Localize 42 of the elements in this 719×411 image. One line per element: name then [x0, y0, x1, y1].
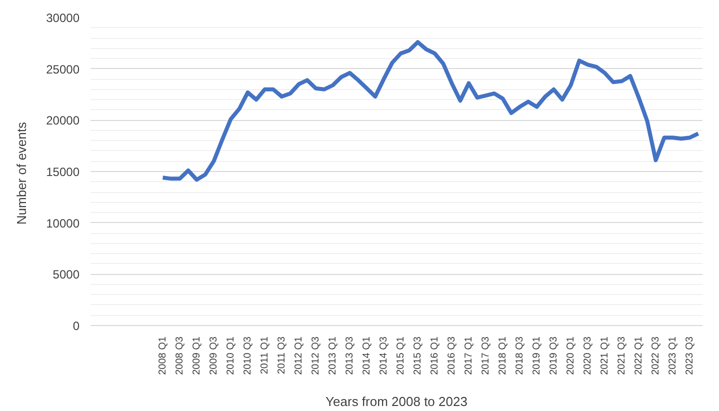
y-tick-label: 15000 — [46, 165, 80, 179]
y-axis-title: Number of events — [14, 122, 30, 225]
x-tick-label: 2019 Q3 — [548, 336, 560, 375]
x-tick-label: 2008 Q1 — [157, 336, 168, 375]
x-tick-label: 2017 Q3 — [480, 336, 492, 375]
y-tick-label: 5000 — [52, 268, 80, 282]
x-tick-label: 2011 Q1 — [259, 336, 270, 374]
line-series — [160, 40, 700, 182]
x-tick-label: 2020 Q1 — [565, 336, 576, 375]
x-tick-label: 2018 Q1 — [497, 336, 508, 375]
x-tick-label: 2017 Q1 — [463, 336, 474, 375]
x-tick-label: 2014 Q1 — [361, 336, 372, 375]
x-tick-label: 2009 Q3 — [208, 336, 220, 375]
y-tick-label: 20000 — [46, 114, 80, 128]
y-tick-label: 0 — [72, 319, 80, 333]
x-tick-label: 2008 Q3 — [174, 336, 186, 375]
x-tick-label: 2013 Q1 — [327, 336, 338, 375]
x-tick-label: 2010 Q3 — [242, 336, 254, 375]
x-tick-label: 2021 Q3 — [616, 336, 628, 375]
x-tick-label: 2019 Q1 — [531, 336, 542, 375]
x-tick-label: 2010 Q1 — [225, 336, 236, 375]
x-tick-label: 2009 Q1 — [191, 336, 202, 375]
x-tick-label: 2013 Q3 — [344, 336, 356, 375]
x-tick-label: 2021 Q1 — [599, 336, 610, 375]
x-tick-label: 2012 Q1 — [293, 336, 304, 375]
x-tick-label: 2022 Q3 — [650, 336, 662, 375]
x-tick-label: 2016 Q1 — [429, 336, 440, 375]
x-tick-label: 2020 Q3 — [582, 336, 594, 375]
x-tick-label: 2014 Q3 — [378, 336, 390, 375]
x-tick-label: 2022 Q1 — [633, 336, 644, 375]
x-tick-label: 2012 Q3 — [310, 336, 322, 375]
y-tick-label: 30000 — [46, 11, 80, 25]
x-tick-label: 2011 Q3 — [276, 336, 288, 374]
x-tick-label: 2015 Q3 — [412, 336, 424, 375]
x-tick-label: 2016 Q3 — [446, 336, 458, 375]
x-tick-label: 2018 Q3 — [514, 336, 526, 375]
x-tick-label: 2015 Q1 — [395, 336, 406, 375]
y-tick-label: 25000 — [46, 62, 80, 76]
x-tick-label: 2023 Q3 — [684, 336, 696, 375]
x-axis-title: Years from 2008 to 2023 — [326, 394, 468, 409]
y-tick-label: 10000 — [46, 216, 80, 230]
x-tick-label: 2023 Q1 — [667, 336, 678, 375]
